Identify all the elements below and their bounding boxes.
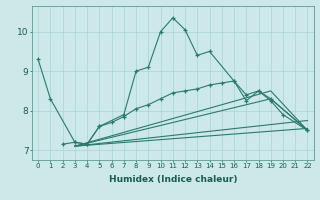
X-axis label: Humidex (Indice chaleur): Humidex (Indice chaleur): [108, 175, 237, 184]
